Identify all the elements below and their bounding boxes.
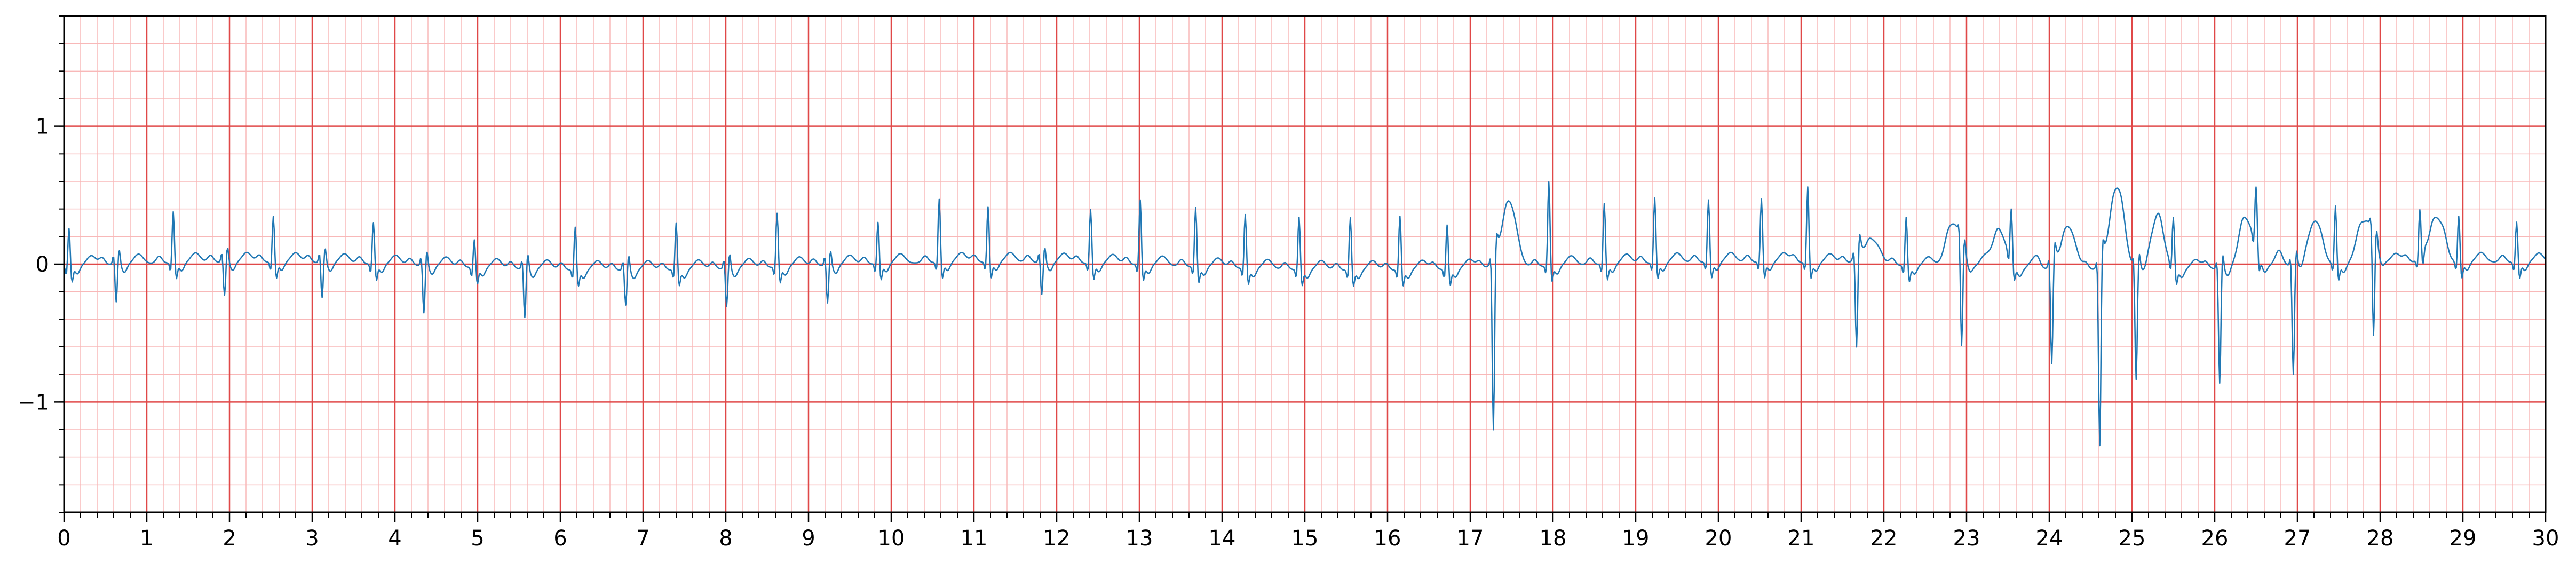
x-tick-label: 26 <box>2201 526 2229 551</box>
y-axis: −1 0 1 <box>18 15 64 513</box>
x-tick-label: 20 <box>1705 526 1732 551</box>
x-tick-label: 8 <box>719 526 732 551</box>
x-tick-label: 13 <box>1126 526 1153 551</box>
y-tick-label: −1 <box>18 390 49 415</box>
x-tick-label: 16 <box>1374 526 1401 551</box>
series-layer <box>63 181 2546 447</box>
x-tick-label: 24 <box>2036 526 2063 551</box>
x-tick-label: 29 <box>2450 526 2477 551</box>
x-tick-label: 6 <box>553 526 567 551</box>
x-tick-label: 27 <box>2284 526 2311 551</box>
x-tick-label: 23 <box>1953 526 1980 551</box>
x-tick-label: 3 <box>305 526 319 551</box>
x-tick-label: 18 <box>1540 526 1567 551</box>
x-axis: 0 1 2 3 4 5 6 7 8 9 10 11 12 13 14 15 16 17 18 19 20 21 22 23 24… <box>57 512 2559 551</box>
ecg-trace-line <box>63 181 2546 447</box>
x-tick-label: 4 <box>388 526 401 551</box>
y-tick-label: 0 <box>36 252 49 277</box>
x-tick-label: 7 <box>636 526 649 551</box>
y-tick-label: 1 <box>36 115 49 139</box>
x-tick-label: 25 <box>2119 526 2146 551</box>
x-tick-label: 12 <box>1043 526 1071 551</box>
x-tick-label: 28 <box>2367 526 2394 551</box>
x-tick-label: 21 <box>1788 526 1815 551</box>
x-tick-label: 17 <box>1457 526 1484 551</box>
x-tick-label: 5 <box>471 526 484 551</box>
x-tick-label: 10 <box>878 526 905 551</box>
x-tick-label: 9 <box>802 526 815 551</box>
x-tick-label: 1 <box>140 526 153 551</box>
x-tick-label: 0 <box>57 526 70 551</box>
x-tick-label: 19 <box>1622 526 1650 551</box>
x-tick-label: 14 <box>1209 526 1236 551</box>
x-tick-label: 11 <box>961 526 988 551</box>
x-tick-label: 15 <box>1291 526 1319 551</box>
x-tick-label: 22 <box>1870 526 1898 551</box>
x-tick-label: 2 <box>223 526 236 551</box>
x-tick-label: 30 <box>2532 526 2559 551</box>
